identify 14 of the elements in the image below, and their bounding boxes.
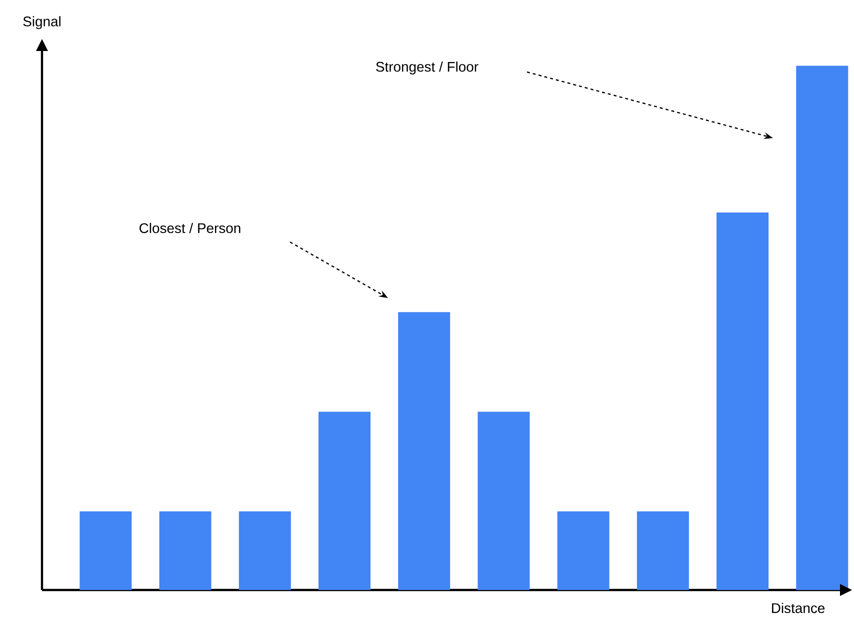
x-axis-title: Distance bbox=[772, 602, 825, 614]
bar bbox=[478, 412, 530, 590]
bar bbox=[557, 511, 610, 590]
bar bbox=[398, 312, 450, 590]
bar bbox=[796, 66, 848, 590]
annotation: Closest / Person bbox=[140, 222, 240, 234]
bar bbox=[238, 511, 291, 590]
bar bbox=[636, 511, 689, 590]
annotation: Strongest / Floor bbox=[376, 61, 478, 74]
bar bbox=[159, 511, 212, 590]
y-axis-title: Signal bbox=[23, 16, 60, 30]
bar bbox=[716, 212, 769, 590]
bar bbox=[318, 412, 371, 590]
bar bbox=[80, 511, 132, 590]
